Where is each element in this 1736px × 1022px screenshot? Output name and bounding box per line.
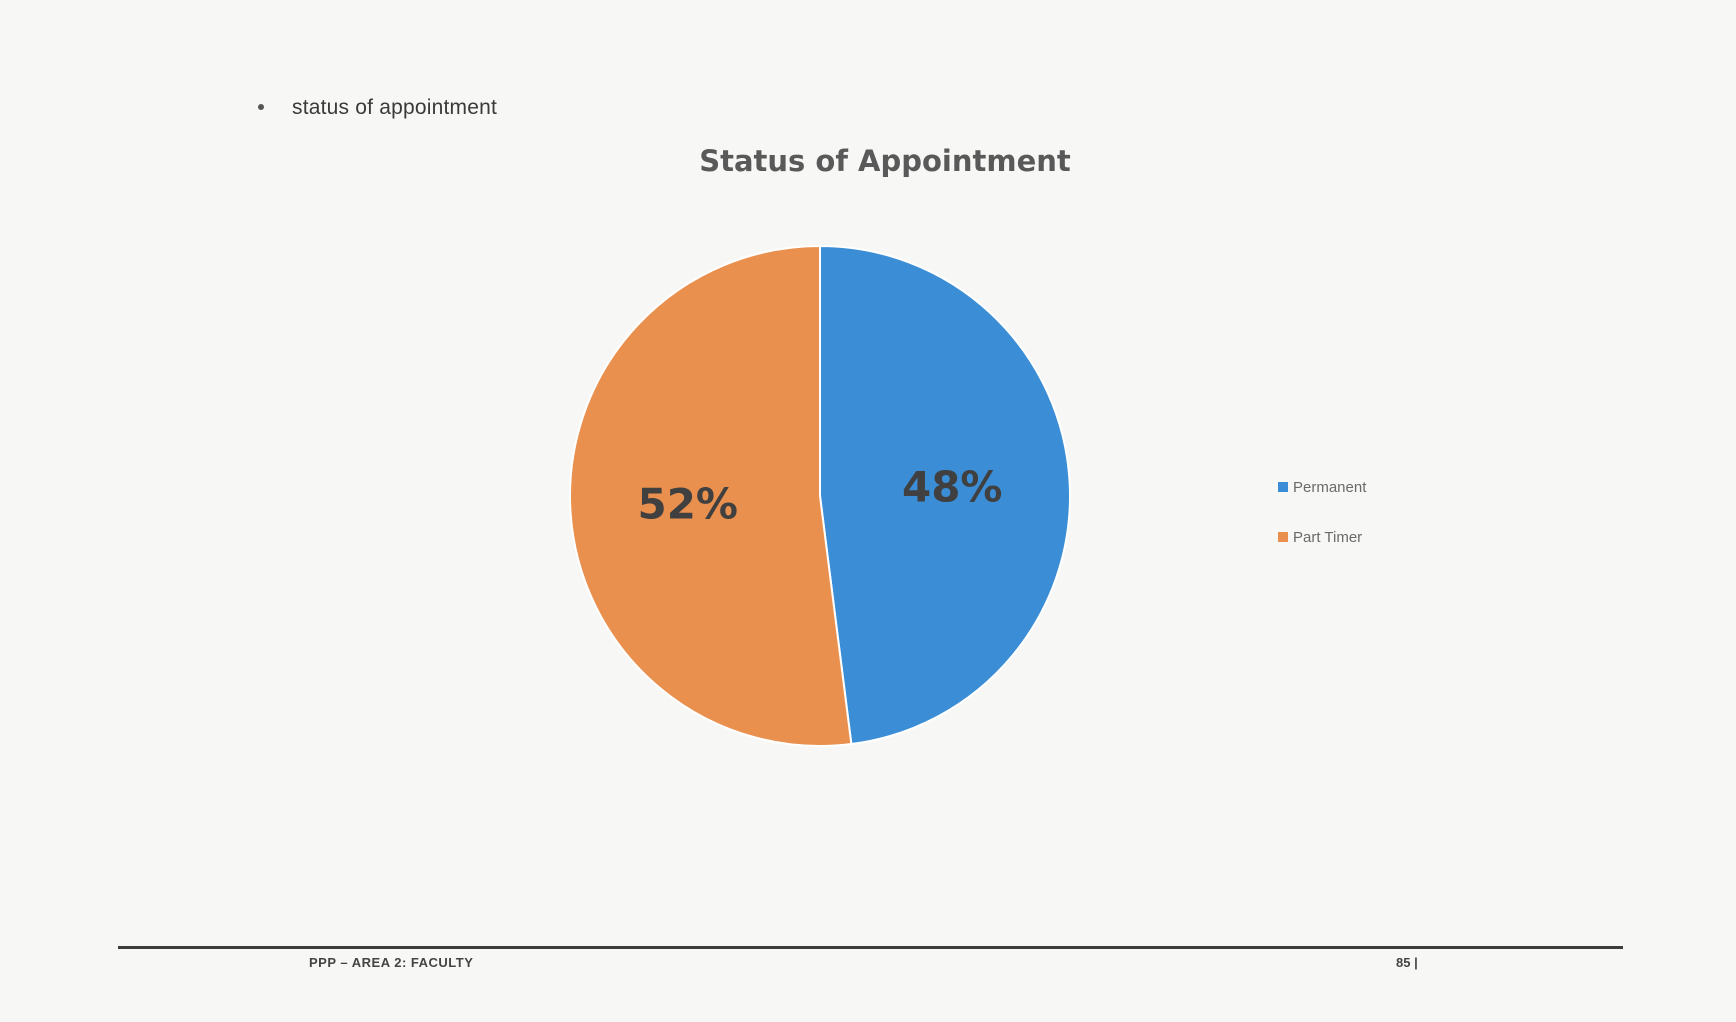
bullet-item: status of appointment <box>258 96 497 120</box>
chart-title: Status of Appointment <box>699 144 1071 178</box>
footer-section-label: PPP – AREA 2: FACULTY <box>309 955 474 970</box>
chart-legend: Permanent Part Timer <box>1278 474 1366 574</box>
legend-item-permanent: Permanent <box>1278 474 1366 500</box>
legend-label-part-timer: Part Timer <box>1293 528 1363 546</box>
legend-item-part-timer: Part Timer <box>1278 524 1366 550</box>
legend-label-permanent: Permanent <box>1293 478 1367 496</box>
data-label-part-timer: 52% <box>637 479 738 528</box>
pie-slice-part-timer <box>569 244 853 747</box>
bullet-dot <box>258 104 264 110</box>
pie-slice-permanent <box>819 244 1071 746</box>
page-number: 85 | <box>1396 955 1418 970</box>
footer-rule <box>118 946 1623 949</box>
bullet-text: status of appointment <box>292 96 497 119</box>
data-label-permanent: 48% <box>902 463 1003 512</box>
legend-swatch-permanent <box>1278 482 1288 492</box>
legend-swatch-part-timer <box>1278 532 1288 542</box>
